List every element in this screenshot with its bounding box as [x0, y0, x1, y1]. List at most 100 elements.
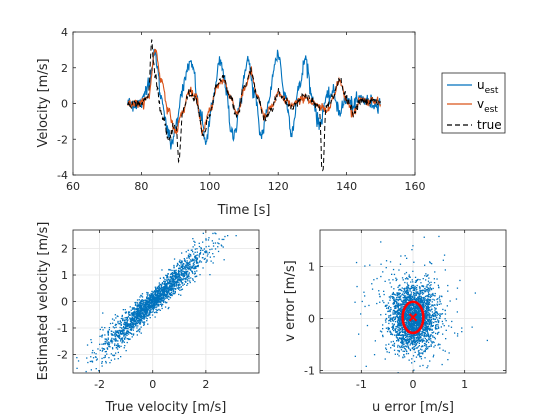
est-vs-true-point: [182, 270, 184, 272]
error-point: [406, 338, 408, 340]
est-vs-true-point: [171, 280, 173, 282]
est-vs-true-point: [152, 296, 155, 298]
error-point: [413, 336, 415, 338]
est-vs-true-point: [136, 317, 139, 320]
est-vs-true-point: [146, 297, 148, 299]
est-vs-true-point: [129, 317, 131, 319]
est-vs-true-point: [157, 297, 159, 299]
error-point: [414, 287, 417, 289]
est-vs-true-point: [190, 266, 193, 269]
error-point: [420, 334, 423, 336]
est-vs-true-point: [218, 224, 219, 225]
est-vs-true-point: [185, 270, 187, 272]
est-vs-true-point: [128, 311, 131, 313]
error-point: [396, 316, 399, 319]
error-point: [429, 300, 431, 302]
error-point: [434, 292, 436, 295]
est-vs-true-point: [199, 252, 202, 254]
est-vs-true-point: [154, 316, 156, 318]
error-point: [438, 320, 440, 322]
est-vs-true-point: [140, 308, 142, 310]
error-point: [407, 314, 409, 316]
est-vs-true-point: [170, 284, 172, 287]
error-point: [413, 343, 415, 345]
est-vs-true-point: [112, 326, 114, 328]
error-point: [410, 322, 412, 325]
error-point: [389, 330, 391, 332]
est-vs-true-point: [170, 272, 172, 275]
est-vs-true-point: [161, 307, 163, 310]
error-point: [405, 301, 407, 303]
est-vs-true-point: [177, 273, 179, 275]
est-vs-true-point: [165, 274, 167, 276]
error-point: [407, 287, 409, 289]
est-vs-true-point: [155, 295, 157, 297]
est-vs-true-point: [146, 320, 148, 322]
error-point: [396, 303, 398, 305]
error-point: [427, 334, 429, 336]
est-vs-true-point: [191, 258, 194, 260]
error-point: [420, 352, 422, 354]
error-point: [405, 334, 407, 336]
error-point: [408, 341, 410, 343]
error-point: [424, 325, 426, 327]
est-vs-true-point: [174, 283, 176, 285]
est-vs-true-point: [91, 360, 93, 362]
error-point: [402, 291, 404, 293]
error-point: [438, 297, 440, 299]
error-point: [414, 337, 416, 339]
est-vs-true-point: [139, 311, 141, 314]
error-point: [438, 317, 441, 319]
error-point: [425, 345, 427, 347]
est-vs-true-point: [109, 322, 112, 325]
error-point: [400, 330, 402, 332]
error-point: [428, 345, 431, 348]
est-vs-true-point: [126, 338, 128, 340]
error-point: [407, 292, 409, 294]
est-vs-true-point: [149, 307, 151, 309]
est-vs-true-point: [217, 242, 219, 244]
error-point: [441, 320, 443, 323]
error-point: [392, 320, 394, 322]
error-point: [398, 293, 400, 295]
error-point: [411, 340, 413, 342]
est-vs-true-point: [122, 323, 125, 325]
error-point: [396, 310, 398, 312]
est-vs-true-point: [148, 298, 150, 300]
est-vs-true-point: [180, 279, 182, 282]
error-point: [398, 296, 400, 299]
error-point: [461, 331, 463, 333]
est-vs-true-point: [135, 308, 137, 310]
est-vs-true-point: [142, 309, 144, 311]
est-vs-true-point: [95, 359, 98, 361]
est-vs-true-point: [166, 280, 169, 282]
est-vs-true-point: [150, 304, 152, 306]
error-point: [398, 337, 401, 340]
error-point: [424, 291, 426, 293]
error-point: [416, 323, 418, 325]
error-point: [391, 273, 393, 275]
est-vs-true-point: [178, 276, 180, 278]
est-vs-true-point: [95, 353, 97, 355]
error-point: [397, 334, 399, 336]
est-vs-true-point: [182, 263, 184, 265]
error-point: [393, 273, 396, 276]
error-point: [406, 327, 408, 329]
est-vs-true-point: [129, 314, 131, 316]
est-vs-true-point: [158, 305, 160, 307]
est-vs-true-point: [186, 265, 188, 267]
est-vs-true-point: [199, 274, 201, 276]
error-point: [398, 313, 400, 315]
est-vs-true-point: [209, 248, 211, 251]
error-point: [411, 310, 413, 313]
error-point: [422, 298, 425, 300]
est-vs-true-point: [195, 256, 197, 259]
error-point: [392, 327, 394, 329]
est-vs-true-point: [178, 261, 181, 263]
error-point: [444, 313, 447, 315]
error-point: [405, 309, 407, 311]
est-vs-true-point: [150, 300, 153, 302]
error-point: [400, 322, 402, 324]
error-point: [428, 315, 431, 317]
est-vs-true-point: [122, 330, 124, 332]
